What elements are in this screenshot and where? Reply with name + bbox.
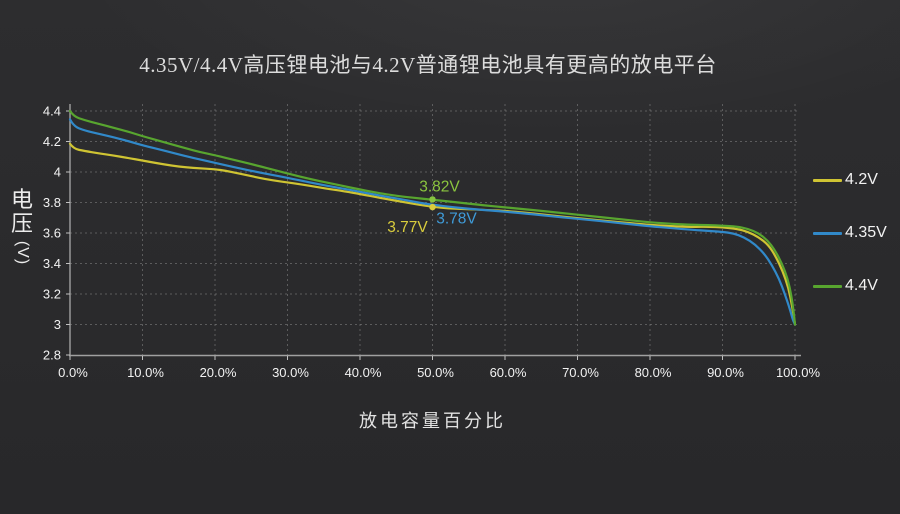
y-tick-label: 3.2: [43, 287, 61, 302]
legend-item-4.2v: 4.2V: [813, 170, 887, 190]
annotation-3.77V: 3.77V: [387, 219, 428, 236]
legend: 4.2V 4.35V 4.4V: [813, 170, 887, 296]
x-tick-label: 80.0%: [635, 365, 672, 380]
x-tick-label: 90.0%: [707, 365, 744, 380]
legend-line-swatch: [813, 231, 842, 235]
legend-item-4.4v: 4.4V: [813, 276, 887, 296]
marker-dot: [429, 203, 436, 211]
y-tick-label: 4.4: [43, 104, 61, 119]
y-tick-label: 3.6: [43, 226, 61, 241]
x-tick-label: 0.0%: [58, 365, 88, 380]
y-tick-label: 2.8: [43, 348, 61, 363]
legend-line-swatch: [813, 178, 842, 182]
x-tick-label: 50.0%: [417, 365, 454, 380]
x-tick-label: 30.0%: [272, 365, 309, 380]
y-tick-label: 4.2: [43, 134, 61, 149]
annotation-3.82V: 3.82V: [419, 178, 460, 195]
legend-item-4.35v: 4.35V: [813, 223, 887, 243]
x-axis-title: 放电容量百分比: [359, 411, 506, 431]
y-tick-label: 3.4: [43, 256, 61, 271]
series-line-4.2v: [68, 142, 797, 326]
y-axis-title-char: 压: [10, 211, 33, 236]
y-axis-title: 电 压 (V): [8, 187, 36, 266]
series-line-4.4v: [68, 109, 797, 326]
x-tick-label: 40.0%: [345, 365, 382, 380]
annotation-3.78V: 3.78V: [436, 211, 477, 228]
legend-label: 4.4V: [845, 277, 878, 294]
y-tick-label: 3: [54, 317, 61, 332]
legend-line-swatch: [813, 284, 842, 288]
y-axis-title-char: 电: [10, 187, 33, 212]
chart-title: 4.35V/4.4V高压锂电池与4.2V普通锂电池具有更高的放电平台: [139, 53, 717, 77]
x-tick-label: 70.0%: [562, 365, 599, 380]
x-tick-label: 100.0%: [776, 365, 821, 380]
x-tick-label: 10.0%: [127, 365, 164, 380]
y-tick-label: 4: [54, 165, 61, 180]
y-tick-label: 3.8: [43, 195, 61, 210]
marker-dot: [429, 196, 436, 203]
x-tick-label: 20.0%: [200, 365, 237, 380]
legend-label: 4.2V: [845, 171, 878, 188]
legend-label: 4.35V: [845, 224, 887, 241]
x-tick-label: 60.0%: [490, 365, 527, 380]
